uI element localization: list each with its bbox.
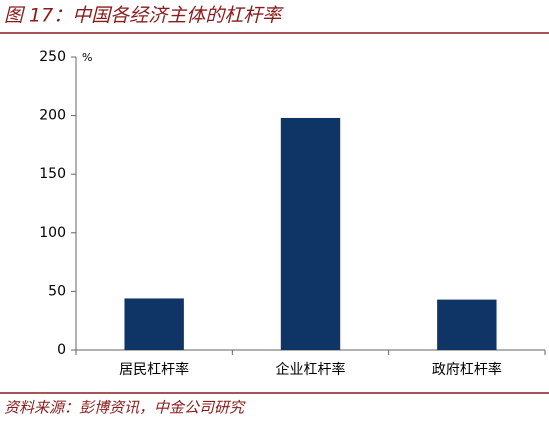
y-tick-label: 200 <box>39 108 66 124</box>
x-tick-label: 企业杠杆率 <box>276 361 346 378</box>
bar <box>280 117 341 350</box>
y-tick-label: 50 <box>48 283 66 299</box>
bar <box>437 299 497 350</box>
y-tick-label: 250 <box>39 49 66 65</box>
y-tick-label: 100 <box>39 225 66 241</box>
y-tick-label: 0 <box>57 342 66 358</box>
bar <box>124 298 184 350</box>
chart-title: 图 17：中国各经济主体的杠杆率 <box>4 5 284 27</box>
x-tick-label: 政府杠杆率 <box>432 361 502 378</box>
y-tick-label: 150 <box>39 166 66 182</box>
y-unit: % <box>82 51 92 64</box>
x-tick-label: 居民杠杆率 <box>119 361 189 378</box>
source-note: 资料来源：彭博资讯，中金公司研究 <box>4 399 246 417</box>
